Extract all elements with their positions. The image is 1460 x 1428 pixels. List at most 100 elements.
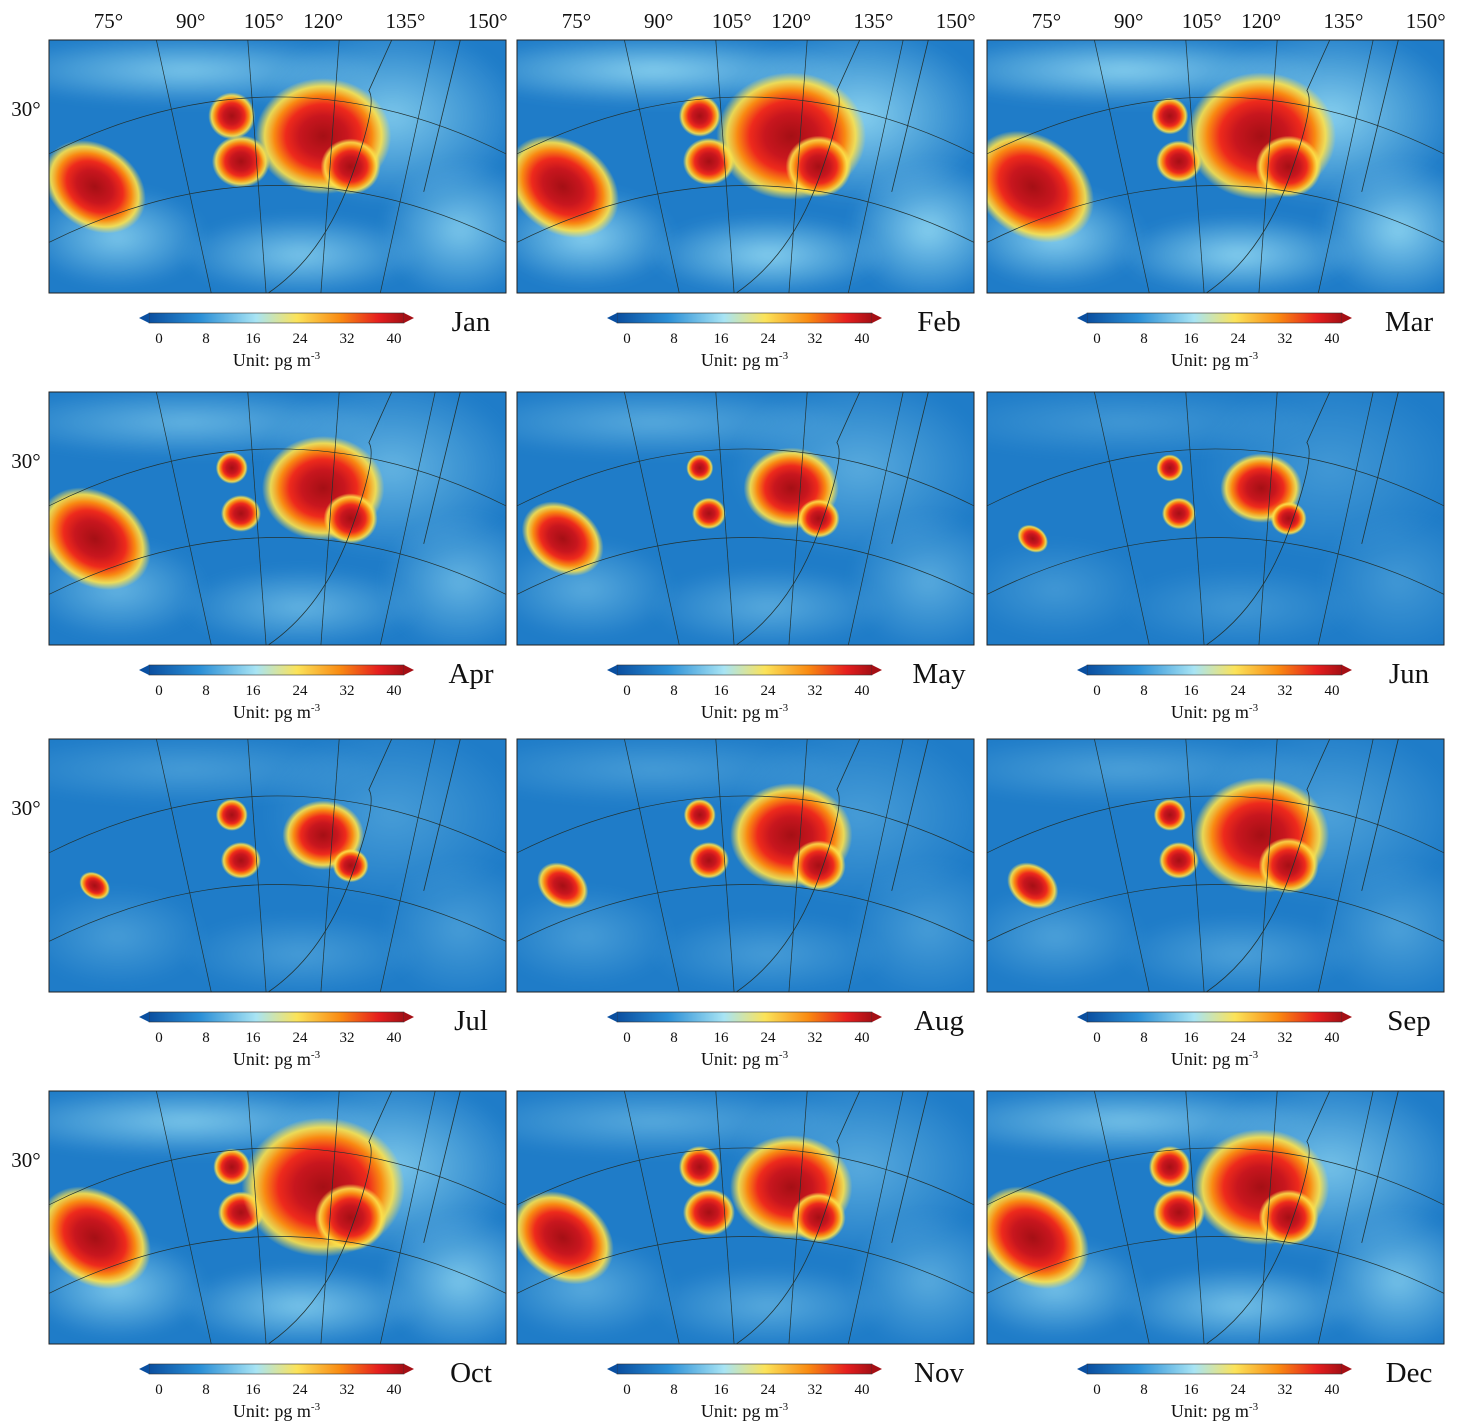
light-region (1118, 1266, 1359, 1344)
colorbar-arrow (872, 1012, 882, 1022)
graticule (1094, 40, 1150, 293)
colorbar-tick-label: 8 (202, 683, 210, 699)
longitude-label: 75° (562, 9, 591, 33)
colorbar-tick-label: 24 (1231, 331, 1247, 347)
hotspot (1258, 837, 1319, 894)
colorbar-arrow (139, 313, 149, 323)
unit-superscript: -3 (1249, 1401, 1259, 1413)
graticule (1317, 739, 1374, 992)
hotspot (320, 138, 381, 195)
hotspot (688, 842, 729, 879)
colorbar-tick-label: 32 (808, 331, 823, 347)
graticule (1317, 40, 1374, 293)
coastline (1206, 1091, 1331, 1344)
map-panel (516, 738, 975, 993)
colorbar-arrow (607, 665, 617, 675)
colorbar-arrow (1077, 1364, 1087, 1374)
colorbar-tick-label: 24 (293, 331, 309, 347)
unit-label: Unit: pg m-3 (1171, 350, 1259, 370)
colorbar (1086, 664, 1343, 676)
graticule (517, 96, 974, 155)
map-frame (48, 1090, 507, 1345)
hotspot (785, 135, 852, 198)
graticule (1258, 40, 1278, 293)
light-region (848, 858, 974, 992)
unit-superscript: -3 (779, 1401, 789, 1413)
coastline (736, 1091, 861, 1344)
hotspot (1255, 135, 1322, 198)
unit-superscript: -3 (311, 350, 321, 362)
month-label: Oct (450, 1357, 492, 1389)
map-panel (986, 738, 1445, 993)
longitude-label: 150° (1406, 9, 1446, 33)
colorbar-tick-label: 16 (246, 1382, 262, 1398)
map-panel (516, 39, 975, 294)
colorbar-tick-label: 32 (1278, 331, 1293, 347)
graticule (788, 1091, 808, 1344)
unit-superscript: -3 (311, 702, 321, 714)
hotspot (1151, 97, 1189, 135)
month-label: Apr (448, 658, 493, 690)
colorbar (616, 1011, 873, 1023)
hotspot (49, 487, 151, 591)
colorbar-tick-label: 0 (623, 1030, 631, 1046)
hotspot (220, 495, 261, 532)
hotspot (215, 798, 248, 831)
hotspot (987, 130, 1095, 243)
colorbar-tick-label: 24 (1231, 683, 1247, 699)
month-label: May (912, 658, 966, 690)
graticule (517, 448, 974, 507)
longitude-label: 105° (712, 9, 752, 33)
graticule (49, 96, 506, 155)
graticule (624, 1091, 680, 1344)
colorbar-arrow (139, 1012, 149, 1022)
graticule (987, 96, 1444, 155)
graticule (847, 392, 904, 645)
colorbar-arrow (607, 1364, 617, 1374)
graticule (1094, 392, 1150, 645)
graticule (1317, 1091, 1374, 1344)
unit-text: Unit: pg m (701, 350, 779, 370)
light-region (180, 914, 421, 992)
light-region (1318, 511, 1444, 645)
colorbar-tick-label: 0 (1093, 1030, 1101, 1046)
colorbar-tick-label: 16 (246, 1030, 262, 1046)
colorbar-arrow (139, 1364, 149, 1374)
colorbar-arrow (1342, 1012, 1352, 1022)
month-label: Jan (452, 306, 491, 338)
graticule (847, 40, 904, 293)
month-label: Nov (914, 1357, 964, 1389)
colorbar-arrow (1342, 665, 1352, 675)
hotspot (1161, 497, 1196, 530)
colorbar-tick-label: 32 (808, 1382, 823, 1398)
coastline (736, 739, 861, 992)
hotspot (213, 1148, 251, 1186)
coastline (1361, 739, 1399, 891)
coastline (268, 1091, 393, 1344)
hotspot (521, 501, 604, 577)
longitude-label: 135° (854, 9, 894, 33)
light-region (49, 886, 208, 987)
colorbar-arrow (139, 665, 149, 675)
graticule (987, 1236, 1444, 1294)
map-frame (48, 39, 507, 294)
hotspot (691, 497, 726, 530)
light-region (180, 1266, 421, 1344)
coastline (1361, 40, 1399, 192)
colorbar-tick-label: 0 (155, 1030, 163, 1046)
graticule (49, 448, 506, 507)
colorbar-tick-label: 16 (1184, 331, 1200, 347)
map-frame (516, 39, 975, 294)
map-frame (986, 391, 1445, 646)
hotspot (678, 94, 721, 137)
colorbar-tick-label: 40 (1325, 683, 1340, 699)
light-region (380, 858, 506, 992)
graticule (847, 739, 904, 992)
graticule (1094, 1091, 1150, 1344)
unit-text: Unit: pg m (233, 350, 311, 370)
colorbar-arrow (872, 665, 882, 675)
light-region (648, 1266, 889, 1344)
hotspot (678, 1145, 721, 1188)
colorbar-tick-label: 32 (1278, 1382, 1293, 1398)
graticule (49, 795, 506, 854)
